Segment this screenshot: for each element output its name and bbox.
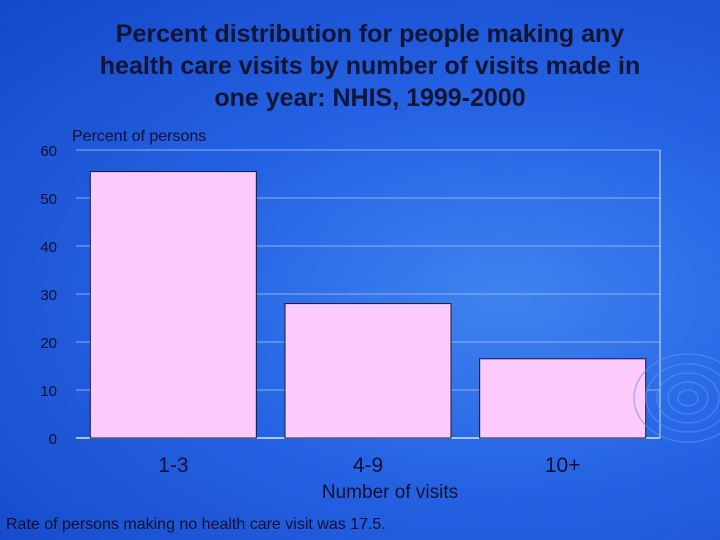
bar-4-9 <box>284 303 452 439</box>
y-axis-title: Percent of persons <box>72 128 207 145</box>
bar-10+ <box>479 358 647 439</box>
y-tick-label-40: 40 <box>40 239 57 256</box>
footnote: Rate of persons making no health care vi… <box>6 516 386 533</box>
water-ripple-decoration <box>633 353 720 443</box>
y-tick-label-20: 20 <box>40 335 57 352</box>
title-line-3: one year: NHIS, 1999-2000 <box>214 84 526 112</box>
x-tick-label-10+: 10+ <box>545 454 581 477</box>
y-tick-label-0: 0 <box>49 431 57 448</box>
y-tick-label-30: 30 <box>40 287 57 304</box>
bar-1-3 <box>89 171 257 439</box>
x-tick-label-4-9: 4-9 <box>353 454 383 477</box>
y-tick-label-50: 50 <box>40 191 57 208</box>
y-tick-label-10: 10 <box>40 383 57 400</box>
x-axis-title: Number of visits <box>321 482 459 503</box>
title-line-2: health care visits by number of visits m… <box>99 52 641 80</box>
x-tick-label-1-3: 1-3 <box>158 454 188 477</box>
y-tick-label-60: 60 <box>40 143 57 160</box>
title-line-1: Percent distribution for people making a… <box>115 20 625 48</box>
chart-title: Percent distribution for people making a… <box>20 18 720 114</box>
